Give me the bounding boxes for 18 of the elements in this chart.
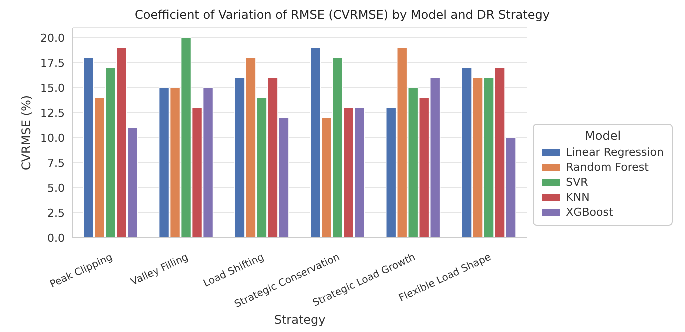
y-axis-title: CVRMSE (%): [19, 95, 34, 171]
y-tick-label: 0.0: [48, 232, 65, 245]
y-tick-label: 12.5: [40, 106, 65, 120]
legend-label: SVR: [566, 176, 588, 189]
legend-label: XGBoost: [566, 206, 614, 219]
y-tick-label: 5.0: [48, 182, 65, 195]
y-tick-label: 15.0: [40, 82, 65, 95]
legend-label: Linear Regression: [566, 146, 664, 159]
y-tick-label: 17.5: [40, 56, 65, 70]
y-tick-label: 10.0: [40, 132, 65, 145]
legend-label: KNN: [566, 191, 590, 204]
y-tick-label: 2.5: [48, 206, 65, 220]
y-tick-label: 20.0: [40, 32, 65, 45]
legend-label: Random Forest: [566, 161, 649, 174]
legend-title: Model: [584, 129, 622, 143]
y-tick-label: 7.5: [48, 156, 65, 170]
chart-title: Coefficient of Variation of RMSE (CVRMSE) by Model and DR Strategy: [134, 8, 551, 24]
x-tick-label: Valley Filling: [130, 252, 190, 288]
